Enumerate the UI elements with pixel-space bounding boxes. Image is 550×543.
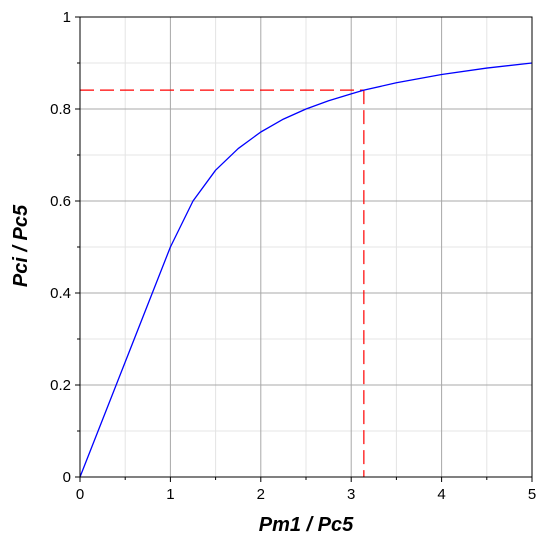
x-tick-label: 5 [528,486,536,503]
reference-lines [80,89,365,477]
series-group [79,62,533,478]
x-tick-label: 1 [166,486,174,503]
y-tick-label: 0.8 [50,101,71,118]
y-axis-title: Pci / Pc5 [10,204,32,287]
y-tick-label: 0.2 [50,377,71,394]
series-line-0 [79,62,533,478]
y-tick-label: 0 [63,469,71,486]
x-tick-label: 3 [347,486,355,503]
minor-grid [80,17,532,477]
x-tick-label: 0 [76,486,84,503]
x-tick-label: 4 [437,486,445,503]
x-axis-ticks: 0 1 2 3 4 5 [76,477,536,503]
y-tick-label: 0.4 [50,285,71,302]
x-axis-title: Pm1 / Pc5 [259,514,354,536]
x-tick-label: 2 [257,486,265,503]
y-axis-ticks: 0 0.2 0.4 0.6 0.8 1 [50,9,80,486]
y-tick-label: 0.6 [50,193,71,210]
y-tick-label: 1 [63,9,71,26]
